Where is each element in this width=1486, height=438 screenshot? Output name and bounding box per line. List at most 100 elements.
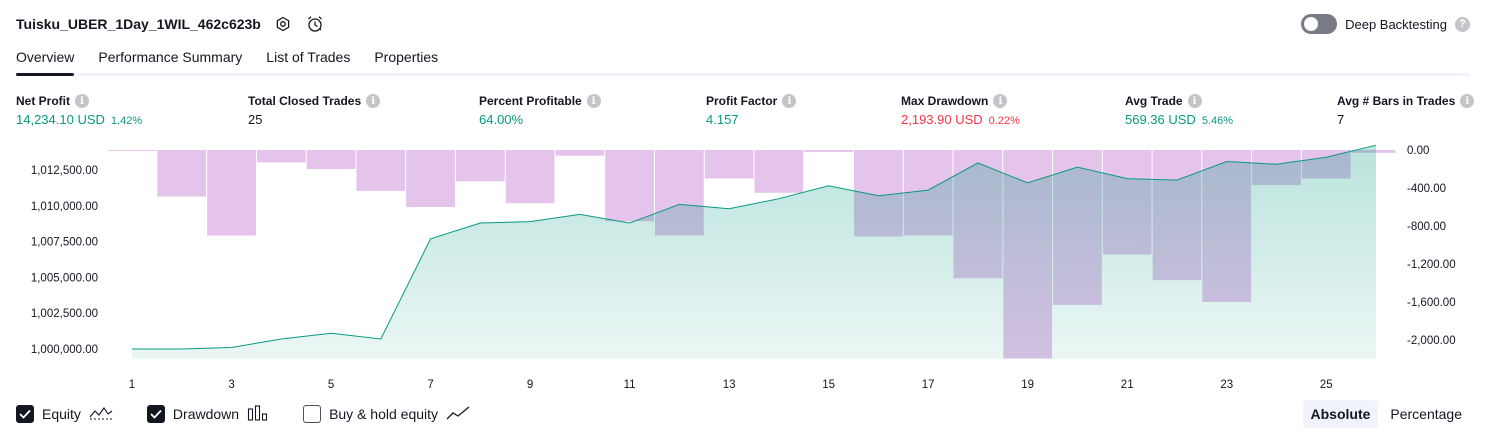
right-axis: 0.00 -400.00 -800.00 -1,200.00 -1,600.00 -2,0… xyxy=(1407,145,1456,347)
chart-legend: Equity Drawdown Buy & hold equity xyxy=(16,404,494,424)
tab-list-of-trades[interactable]: List of Trades xyxy=(266,49,351,65)
stat-percent: 1.42% xyxy=(110,115,143,127)
drawdown-bar xyxy=(406,150,455,207)
x-tick-label: 11 xyxy=(624,379,636,391)
right-tick-label: -1,600.00 xyxy=(1407,297,1456,309)
stat-percent-profitable: Percent Profitable i 64.00% xyxy=(479,94,601,127)
info-icon[interactable]: i xyxy=(1187,94,1202,108)
strategy-name: Tuisku_UBER_1Day_1WIL_462c623b xyxy=(16,16,261,32)
drawdown-bar xyxy=(455,150,505,182)
equity-checkbox[interactable] xyxy=(16,405,34,423)
stat-label: Max Drawdown xyxy=(901,94,989,108)
x-tick-label: 23 xyxy=(1220,379,1233,391)
stat-percent: 0.22% xyxy=(988,115,1020,127)
deep-backtesting-toggle[interactable] xyxy=(1301,14,1338,34)
drawdown-bar xyxy=(207,150,256,236)
equity-line xyxy=(132,144,1377,350)
equity-area xyxy=(132,145,1376,359)
stat-label: Percent Profitable xyxy=(479,94,582,108)
left-tick-label: 1,012,500.00 xyxy=(31,165,98,177)
percentage-button[interactable]: Percentage xyxy=(1390,406,1462,422)
right-tick-label: -400.00 xyxy=(1407,183,1446,195)
drawdown-bar xyxy=(754,150,804,193)
x-tick-label: 17 xyxy=(922,379,935,391)
stat-label: Avg Trade xyxy=(1125,94,1183,108)
stat-label: Avg # Bars in Trades xyxy=(1337,94,1456,108)
stat-value: 14,234.10 USD xyxy=(16,112,105,127)
drawdown-bar xyxy=(704,150,754,179)
right-tick-label: -1,200.00 xyxy=(1407,259,1456,271)
right-tick-label: -800.00 xyxy=(1407,221,1446,233)
deep-backtesting: Deep Backtesting ? xyxy=(1301,12,1470,36)
info-icon[interactable]: i xyxy=(75,94,89,108)
legend-label: Drawdown xyxy=(172,406,240,422)
left-tick-label: 1,007,500.00 xyxy=(31,237,98,249)
x-tick-label: 25 xyxy=(1320,379,1333,391)
x-tick-label: 1 xyxy=(129,379,135,391)
drawdown-bar xyxy=(605,150,654,222)
x-tick-label: 19 xyxy=(1021,379,1034,391)
stat-net-profit: Net Profit i 14,234.10 USD 1.42% xyxy=(16,94,142,127)
settings-icon[interactable] xyxy=(273,14,293,34)
legend-buy-hold-equity[interactable]: Buy & hold equity xyxy=(303,405,470,424)
help-icon[interactable]: ? xyxy=(1455,16,1470,32)
absolute-button[interactable]: Absolute xyxy=(1302,400,1379,428)
info-icon[interactable]: i xyxy=(1460,94,1475,108)
drawdown-bar xyxy=(157,150,207,197)
legend-label: Buy & hold equity xyxy=(329,406,439,422)
buy-hold-checkbox[interactable] xyxy=(303,405,322,423)
stat-profit-factor: Profit Factor i 4.157 xyxy=(706,94,797,127)
equity-drawdown-chart[interactable]: 1,000,000.00 1,002,500.00 1,005,000.00 1,00… xyxy=(0,138,1486,400)
tab-overview[interactable]: Overview xyxy=(16,44,75,76)
left-tick-label: 1,005,000.00 xyxy=(31,272,98,284)
stat-value: 569.36 USD xyxy=(1125,112,1196,127)
x-tick-label: 13 xyxy=(723,379,736,391)
drawdown-bar xyxy=(356,150,406,191)
equity-line-icon xyxy=(89,405,113,424)
info-icon[interactable]: i xyxy=(586,94,601,108)
stat-label: Profit Factor xyxy=(706,94,778,108)
x-axis: 1 3 5 7 9 11 13 15 17 19 21 23 25 xyxy=(129,379,1333,391)
stat-value: 7 xyxy=(1337,112,1345,127)
stat-value: 64.00% xyxy=(479,112,524,127)
buy-hold-line-icon xyxy=(446,405,470,424)
left-tick-label: 1,010,000.00 xyxy=(31,201,98,213)
drawdown-bar xyxy=(108,150,157,151)
legend-drawdown[interactable]: Drawdown xyxy=(146,404,269,424)
stat-total-closed-trades: Total Closed Trades i 25 xyxy=(248,94,381,127)
right-tick-label: -2,000.00 xyxy=(1407,335,1456,347)
stat-percent: 5.46% xyxy=(1201,115,1234,127)
stat-max-drawdown: Max Drawdown i 2,193.90 USD 0.22% xyxy=(901,94,1020,127)
stat-value: 4.157 xyxy=(706,112,739,127)
drawdown-bar xyxy=(555,150,605,156)
tab-performance-summary[interactable]: Performance Summary xyxy=(98,49,243,65)
drawdown-bar xyxy=(256,150,306,163)
deep-backtesting-label: Deep Backtesting xyxy=(1345,16,1447,32)
drawdown-bar xyxy=(804,150,854,152)
stat-avg-bars-in-trades: Avg # Bars in Trades i 7 xyxy=(1337,94,1475,127)
stat-label: Net Profit xyxy=(16,94,70,108)
info-icon[interactable]: i xyxy=(993,94,1008,108)
x-tick-label: 3 xyxy=(228,379,234,391)
legend-equity[interactable]: Equity xyxy=(16,405,113,424)
left-tick-label: 1,002,500.00 xyxy=(31,308,98,320)
scale-toggle: Absolute Percentage xyxy=(1302,400,1471,428)
x-tick-label: 15 xyxy=(822,379,835,391)
tab-properties[interactable]: Properties xyxy=(374,49,439,65)
stats-row: Net Profit i 14,234.10 USD 1.42% Total Clo… xyxy=(16,94,1475,130)
left-tick-label: 1,000,000.00 xyxy=(31,344,98,356)
drawdown-checkbox[interactable] xyxy=(146,405,165,423)
x-tick-label: 7 xyxy=(427,379,433,391)
info-icon[interactable]: i xyxy=(366,94,381,108)
stat-value: 2,193.90 USD xyxy=(901,112,983,127)
drawdown-bar xyxy=(505,150,555,204)
legend-label: Equity xyxy=(42,406,81,422)
tab-bar: Overview Performance Summary List of Tra… xyxy=(16,44,1470,76)
stat-label: Total Closed Trades xyxy=(248,94,362,108)
x-tick-label: 21 xyxy=(1121,379,1134,391)
right-tick-label: 0.00 xyxy=(1407,145,1429,157)
alarm-clock-icon[interactable] xyxy=(305,14,325,34)
stat-value: 25 xyxy=(248,112,263,127)
drawdown-bar xyxy=(306,150,356,169)
info-icon[interactable]: i xyxy=(782,94,797,108)
